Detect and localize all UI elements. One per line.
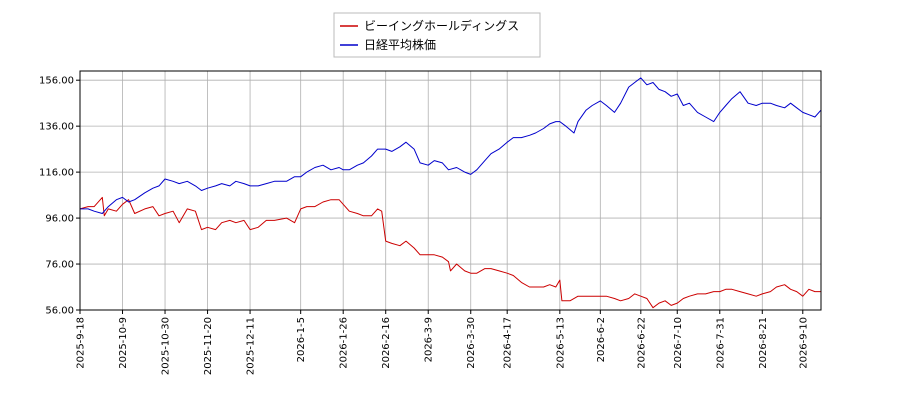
legend-label-being-holdings: ビーイングホールディングス: [364, 18, 519, 33]
x-tick-label: 2026-2-16: [381, 317, 392, 369]
legend-label-nikkei: 日経平均株価: [364, 37, 436, 52]
x-tick-label: 2026-3-30: [466, 317, 477, 369]
x-axis: 2025-9-18 2025-10-9 2025-10-30 2025-11-20 20…: [76, 310, 809, 375]
series-line-nikkei: [80, 77, 822, 214]
y-tick-label: 56.00: [45, 306, 74, 317]
grid-lines: [79, 71, 821, 311]
x-tick-label: 2026-3-9: [424, 317, 435, 362]
x-tick-label: 2025-12-11: [246, 317, 257, 375]
x-tick-label: 2026-7-31: [715, 317, 726, 369]
x-tick-label: 2026-1-26: [339, 317, 350, 369]
y-tick-label: 76.00: [45, 260, 74, 271]
x-tick-label: 2025-10-9: [118, 317, 129, 369]
legend: ビーイングホールディングス 日経平均株価: [333, 12, 541, 58]
x-tick-label: 2026-6-22: [636, 317, 647, 369]
y-tick-label: 156.00: [39, 76, 74, 87]
x-tick-label: 2026-8-21: [758, 317, 769, 369]
series-line-being-holdings: [79, 196, 821, 309]
y-axis: 56.00 76.00 96.00 116.00 136.00 156.00: [39, 76, 80, 317]
x-tick-label: 2025-9-18: [76, 317, 87, 369]
plot-frame: [79, 70, 822, 311]
x-tick-label: 2026-9-10: [798, 317, 809, 369]
x-tick-label: 2026-6-2: [596, 317, 607, 362]
x-tick-label: 2025-11-20: [203, 317, 214, 375]
x-tick-label: 2025-10-30: [161, 317, 172, 375]
y-tick-label: 116.00: [39, 168, 74, 179]
legend-box: [333, 12, 541, 58]
y-tick-label: 96.00: [45, 214, 74, 225]
x-tick-label: 2026-1-5: [296, 317, 307, 362]
x-tick-label: 2026-7-10: [673, 317, 684, 369]
x-tick-label: 2026-5-13: [555, 317, 566, 369]
x-tick-label: 2026-4-17: [503, 317, 514, 369]
series-layer: [79, 77, 822, 309]
y-tick-label: 136.00: [39, 122, 74, 133]
